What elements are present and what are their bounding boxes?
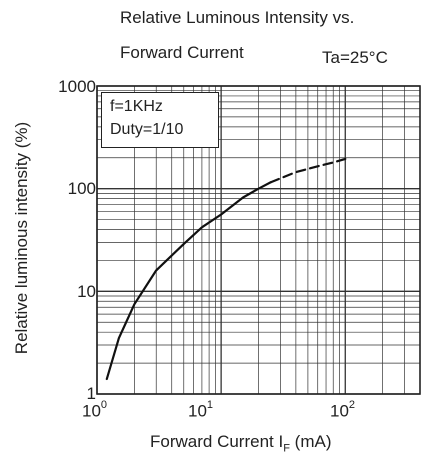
temperature-condition: Ta=25°C <box>322 48 388 67</box>
y-axis-label: Relative luminous intensity (%) <box>12 121 31 355</box>
x-tick-label-10e2: 102 <box>330 399 356 421</box>
plot-frame <box>96 85 421 395</box>
series-line-solid <box>105 181 272 381</box>
y-tick-label-10: 10 <box>77 282 96 301</box>
x-tick-label-10e1: 101 <box>188 399 214 421</box>
x-tick-label-10e0: 100 <box>82 399 108 421</box>
y-tick-label-100: 100 <box>67 179 96 198</box>
chart-title-line-2: Forward Current <box>120 43 244 62</box>
legend-duty: Duty=1/10 <box>110 121 184 138</box>
legend-box: f=1KHz Duty=1/10 <box>101 92 219 148</box>
legend-frequency: f=1KHz <box>110 98 163 115</box>
x-axis-label: Forward Current IF (mA) <box>150 432 332 455</box>
y-tick-label-1: 1 <box>86 384 96 403</box>
y-tick-label-1000: 1000 <box>58 77 96 96</box>
series-line-dashed <box>269 157 347 184</box>
chart-title-line-1: Relative Luminous Intensity vs. <box>120 8 355 27</box>
